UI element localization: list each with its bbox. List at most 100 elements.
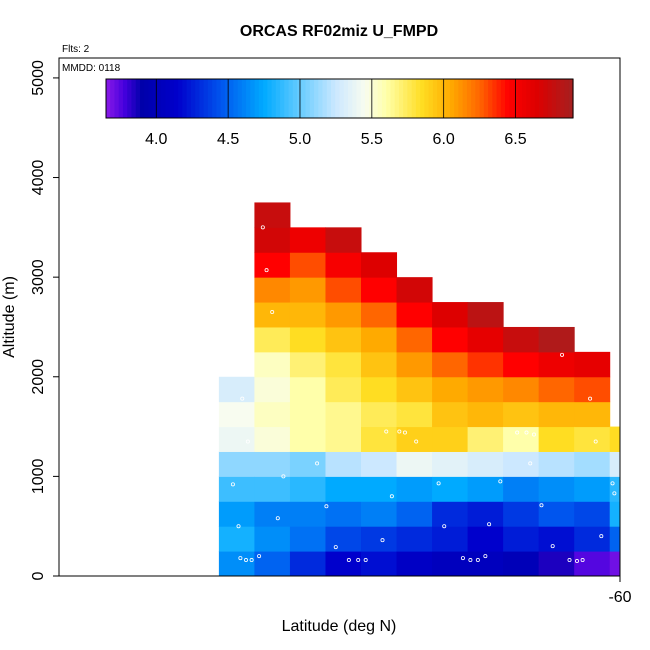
colorbar-segment [178,79,184,118]
colorbar-segment [505,79,510,118]
colorbar-segment [267,79,273,118]
heatmap-cell [325,376,362,403]
heatmap-cell [574,551,611,576]
colorbar-segment [475,79,481,118]
colorbar-segment [250,79,256,118]
colorbar-tick-label: 5.0 [289,131,311,148]
observation-point [560,352,565,357]
colorbar-segment [135,79,141,118]
colorbar-segment [377,79,383,118]
heatmap-cell [361,302,398,328]
colorbar-segment [551,79,557,118]
colorbar-tick-label: 4.5 [217,131,239,148]
heatmap-cell [325,451,362,477]
observation-point [260,225,265,230]
observation-point [346,558,351,563]
heatmap-cell [254,227,291,253]
colorbar-segment [156,79,162,118]
heatmap-cell [503,451,540,477]
heatmap-cell [325,501,362,527]
heatmap-cell [574,401,611,428]
observation-point [245,439,250,444]
y-tick-label: 5000 [30,60,47,96]
heatmap-cell [218,501,255,527]
colorbar-segment [297,79,302,118]
heatmap-cell [432,401,469,428]
observation-point [356,558,361,563]
colorbar-segment [280,79,285,118]
heatmap-cell [396,401,433,428]
colorbar-segment [449,79,455,118]
heatmap-cell [254,302,291,328]
heatmap-cell [503,401,540,428]
heatmap-cell [361,401,398,428]
colorbar-segment [466,79,472,118]
colorbar-segment [152,79,158,118]
heatmap-cell [361,551,398,576]
colorbar-segment [195,79,200,118]
heatmap-cell [609,501,620,527]
colorbar-segment [356,79,362,118]
heatmap-cell [361,277,398,303]
colorbar-segment [437,79,442,118]
heatmap-cell [432,526,469,552]
colorbar-segment [398,79,404,118]
heatmap-cell [254,326,291,353]
heatmap-cell [503,526,540,552]
colorbar-segment [352,79,358,118]
colorbar-segment [220,79,226,118]
colorbar-segment [539,79,544,118]
heatmap-cell [254,451,291,477]
heatmap-cell [432,302,469,328]
heatmap-cell [538,326,575,353]
colorbar-segment [173,79,179,118]
colorbar-segment [186,79,192,118]
observation-point [643,556,646,559]
heatmap-cell [538,526,575,552]
observation-point [243,558,248,563]
colorbar-segment [326,79,332,118]
heatmap-cell [254,376,291,403]
heatmap-cell [467,401,504,428]
heatmap-cell [467,351,504,378]
observation-point [270,310,275,315]
colorbar-segment [428,79,434,118]
colorbar-segment [343,79,349,118]
heatmap-cell [609,551,620,576]
heatmap-cell [467,476,504,502]
colorbar-segment [492,79,498,118]
observation-point [637,431,640,434]
observation-point [610,481,615,486]
heatmap-cell [289,351,326,378]
heatmap-cell [361,326,398,353]
colorbar-segment [216,79,222,118]
colorbar-tick-label: 5.5 [361,131,383,148]
x-axis-label: Latitude (deg N) [282,618,397,635]
heatmap-cell [325,326,362,353]
colorbar-segment [229,79,234,118]
heatmap-cell [218,401,255,428]
heatmap-cell [609,451,620,477]
heatmap-cell [574,451,611,477]
heatmap-cell [289,277,326,303]
observation-point [402,430,407,435]
colorbar-segment [169,79,175,118]
heatmap-cell [289,302,326,328]
colorbar-segment [432,79,438,118]
y-tick-label: 4000 [30,160,47,196]
heatmap-cell [503,351,540,378]
flights-note: Flts: 2 [62,44,90,55]
observation-point [384,429,389,434]
heatmap-cell [396,526,433,552]
colorbar-segment [122,79,128,118]
colorbar-segment [199,79,205,118]
heatmap-cell [538,376,575,403]
colorbar-segment [258,79,264,118]
heatmap-cell [467,526,504,552]
heatmap-cell [361,252,398,278]
heatmap-cell [609,426,620,452]
heatmap-cell [325,526,362,552]
colorbar-segment [275,79,281,118]
heatmap-cell [325,351,362,378]
heatmap-cell [396,376,433,403]
